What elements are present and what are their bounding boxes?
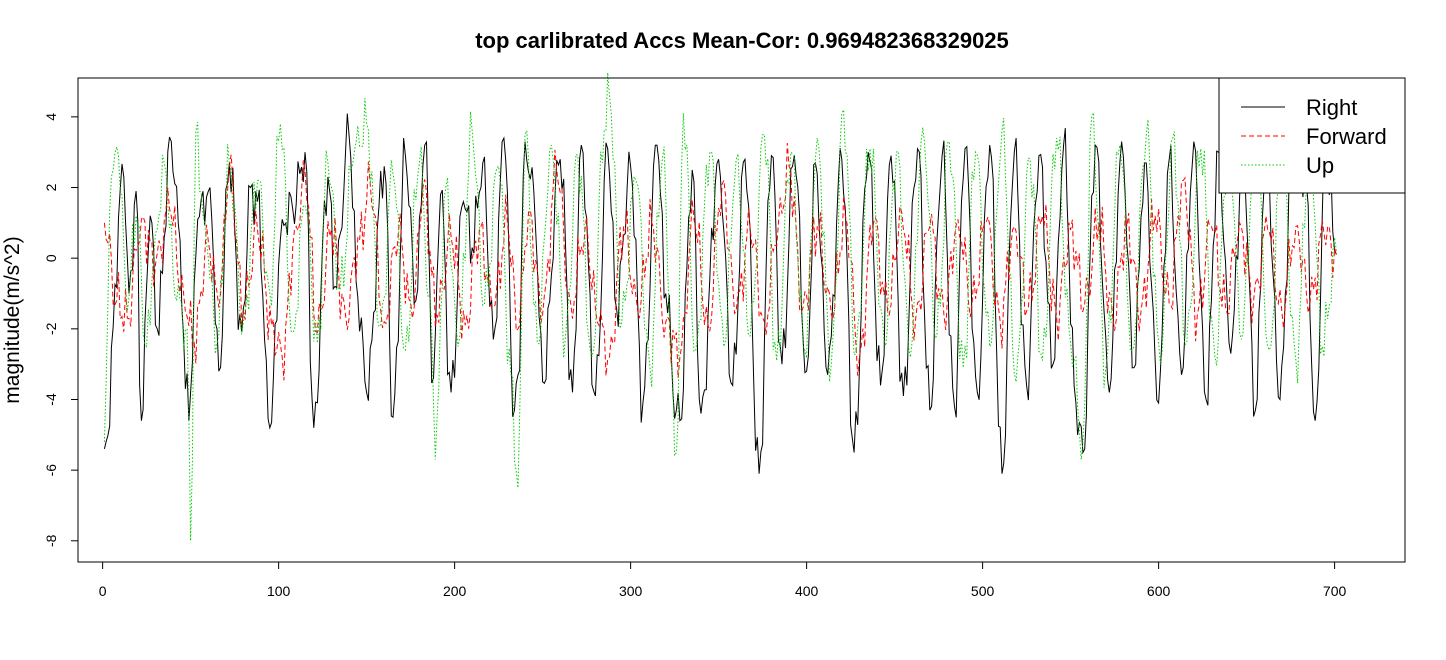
y-tick-label: -6 <box>43 464 59 477</box>
x-tick-label: 0 <box>99 583 107 599</box>
plot-area <box>103 72 1337 541</box>
series-line-right <box>103 113 1337 474</box>
y-tick-label: -2 <box>43 322 59 335</box>
x-tick-label: 100 <box>267 583 291 599</box>
series-line-forward <box>103 142 1337 381</box>
y-axis-label: magnitude(m/s^2) <box>1 236 24 403</box>
y-axis: -8 -6 -4 -2 0 2 4 <box>43 113 79 547</box>
x-tick-label: 500 <box>971 583 995 599</box>
y-tick-label: 2 <box>43 183 59 191</box>
legend-label-right: Right <box>1306 95 1357 120</box>
y-tick-label: 0 <box>43 254 59 262</box>
legend-label-up: Up <box>1306 153 1334 178</box>
x-tick-label: 300 <box>619 583 643 599</box>
legend: Right Forward Up <box>1218 77 1406 194</box>
x-tick-label: 700 <box>1323 583 1347 599</box>
legend-label-forward: Forward <box>1306 124 1387 149</box>
series-line-up <box>103 72 1337 541</box>
chart-title: top carlibrated Accs Mean-Cor: 0.9694823… <box>475 28 1009 53</box>
x-tick-label: 200 <box>443 583 467 599</box>
y-tick-label: 4 <box>43 113 59 121</box>
x-axis: 0 100 200 300 400 500 600 700 <box>99 561 1347 599</box>
y-tick-label: -8 <box>43 534 59 547</box>
y-tick-label: -4 <box>43 393 59 406</box>
x-tick-label: 600 <box>1147 583 1171 599</box>
x-tick-label: 400 <box>795 583 819 599</box>
